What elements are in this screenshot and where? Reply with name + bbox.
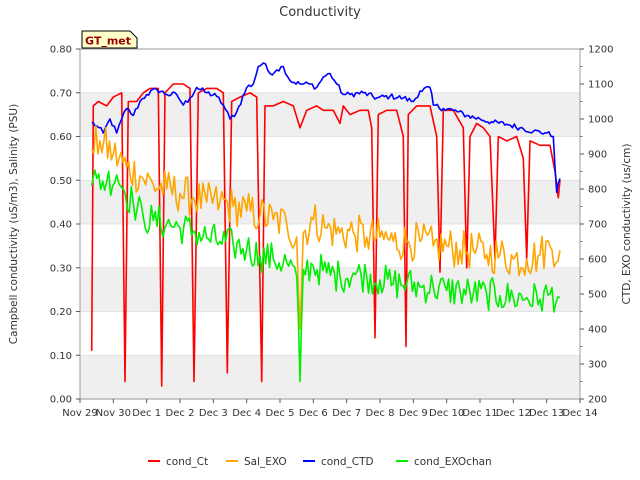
x-tick-label: Dec 11 bbox=[462, 408, 497, 419]
gt-met-badge: GT_met bbox=[81, 30, 138, 49]
x-tick-label: Dec 6 bbox=[299, 408, 328, 419]
legend-label-Sal_EXO: Sal_EXO bbox=[244, 456, 287, 468]
legend: cond_Ct Sal_EXO cond_CTD cond_EXOchan bbox=[148, 456, 492, 468]
right-tick-label: 1200 bbox=[588, 45, 613, 56]
legend-label-cond_CTD: cond_CTD bbox=[321, 456, 374, 468]
y-axis-right-label: CTD, EXO conductivity (us/cm) bbox=[621, 144, 633, 305]
series-line-cond_CTD bbox=[91, 62, 561, 194]
left-axis: 0.00 0.10 0.20 0.30 0.40 0.50 0.60 0.70 0.80 bbox=[50, 45, 80, 406]
right-tick-label: 200 bbox=[588, 395, 607, 406]
left-tick-label: 0.10 bbox=[50, 351, 72, 362]
left-tick-label: 0.20 bbox=[50, 307, 72, 318]
x-tick-label: Nov 30 bbox=[96, 408, 131, 419]
x-tick-label: Dec 14 bbox=[562, 408, 597, 419]
left-tick-label: 0.00 bbox=[50, 395, 72, 406]
right-tick-label: 300 bbox=[588, 360, 607, 371]
series-layer bbox=[90, 62, 561, 387]
left-tick-label: 0.40 bbox=[50, 220, 72, 231]
left-tick-label: 0.60 bbox=[50, 132, 72, 143]
y-axis-left-label: Campbell conductivity (uS/m3), Salinity … bbox=[8, 104, 20, 344]
right-tick-label: 1000 bbox=[588, 115, 613, 126]
series-line-Sal_EXO bbox=[91, 125, 561, 330]
x-tick-label: Dec 4 bbox=[232, 408, 261, 419]
x-tick-label: Dec 7 bbox=[332, 408, 361, 419]
band bbox=[80, 92, 580, 137]
left-tick-label: 0.70 bbox=[50, 88, 72, 99]
chart-title: Conductivity bbox=[279, 5, 361, 20]
right-tick-label: 400 bbox=[588, 325, 607, 336]
right-tick-label: 500 bbox=[588, 290, 607, 301]
right-tick-label: 1100 bbox=[588, 80, 613, 91]
series-line-cond_Ct bbox=[90, 83, 561, 387]
band bbox=[80, 180, 580, 224]
x-tick-label: Nov 29 bbox=[62, 408, 97, 419]
legend-label-cond_Ct: cond_Ct bbox=[166, 456, 208, 468]
left-tick-label: 0.50 bbox=[50, 176, 72, 187]
x-tick-label: Dec 9 bbox=[399, 408, 428, 419]
right-tick-label: 600 bbox=[588, 255, 607, 266]
left-tick-label: 0.30 bbox=[50, 263, 72, 274]
x-tick-label: Dec 2 bbox=[166, 408, 195, 419]
right-tick-label: 900 bbox=[588, 150, 607, 161]
x-tick-label: Dec 8 bbox=[366, 408, 395, 419]
right-axis: 200 300 400 500 600 700 800 900 1000 1100 1200 bbox=[580, 45, 613, 406]
x-tick-label: Dec 5 bbox=[266, 408, 295, 419]
x-tick-label: Dec 10 bbox=[429, 408, 464, 419]
left-tick-label: 0.80 bbox=[50, 45, 72, 56]
x-tick-label: Dec 12 bbox=[496, 408, 531, 419]
series-line-cond_EXOchan bbox=[90, 169, 561, 383]
right-tick-label: 800 bbox=[588, 185, 607, 196]
x-tick-label: Dec 13 bbox=[529, 408, 564, 419]
badge-label: GT_met bbox=[85, 35, 131, 48]
badge-shape bbox=[81, 30, 138, 49]
x-tick-label: Dec 1 bbox=[132, 408, 161, 419]
right-tick-label: 700 bbox=[588, 220, 607, 231]
band bbox=[80, 355, 580, 399]
legend-label-cond_EXOchan: cond_EXOchan bbox=[414, 456, 492, 468]
x-tick-label: Dec 3 bbox=[199, 408, 228, 419]
